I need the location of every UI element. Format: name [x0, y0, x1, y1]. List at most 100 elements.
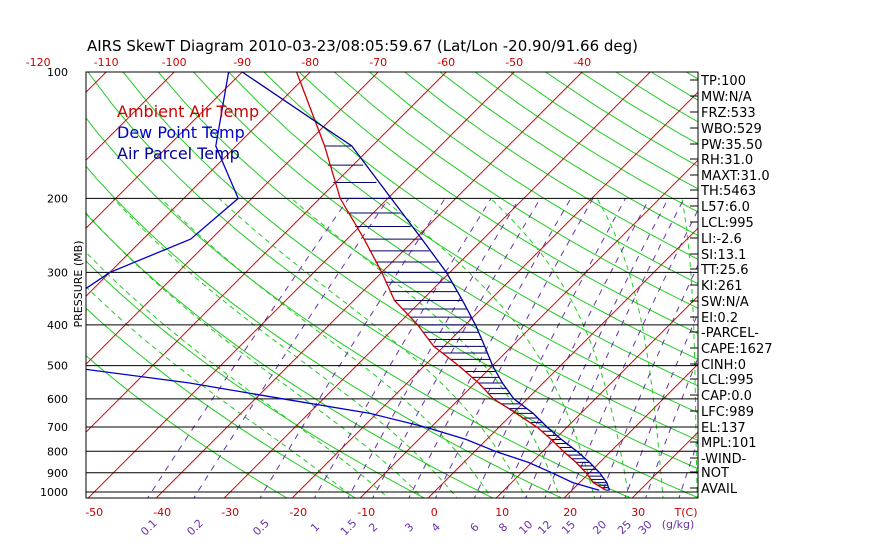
dry-adiabat-line — [369, 72, 698, 285]
mixing-ratio-line — [525, 198, 669, 498]
moist-adiabat-line — [160, 198, 493, 498]
chart-title: AIRS SkewT Diagram 2010-03-23/08:05:59.6… — [87, 37, 638, 55]
stat-label: LFC:989 — [701, 405, 754, 420]
isotherm-line — [359, 159, 698, 498]
dry-adiabat-line — [333, 72, 698, 309]
bottom-temp-tick-label: 20 — [563, 506, 577, 519]
bottom-temp-tick-label: 30 — [631, 506, 645, 519]
isotherm-line — [86, 72, 379, 365]
dry-adiabat-line — [228, 72, 698, 387]
pressure-tick-label: 500 — [47, 360, 68, 373]
mixing-ratio-line — [408, 198, 572, 498]
mixing-ratio-tick-label: 1.5 — [338, 517, 360, 539]
mixing-ratio-line — [473, 198, 626, 498]
stat-label: NOT — [701, 466, 729, 481]
plot-frame — [85, 71, 699, 499]
dry-adiabat-line — [474, 72, 698, 213]
mixing-ratio-line — [434, 198, 594, 498]
top-temp-tick-label: -90 — [233, 56, 251, 69]
isotherm-line — [86, 72, 175, 161]
isotherm-line — [563, 363, 698, 498]
stat-label: TH:5463 — [700, 184, 756, 199]
mixing-ratio-tick-label: 30 — [636, 518, 655, 537]
mixing-ratio-line — [624, 312, 698, 498]
legend-item: Ambient Air Temp — [117, 102, 259, 121]
moist-adiabat-line — [112, 198, 458, 498]
mixing-ratio-tick-label: 2 — [366, 520, 380, 534]
isotherm-line — [495, 295, 698, 498]
mixing-ratio-tick-label: 0.5 — [250, 517, 272, 539]
isotherm-line — [0, 53, 57, 510]
top-temp-tick-label: -50 — [505, 56, 523, 69]
stat-label: SW:N/A — [701, 295, 749, 310]
isotherms — [0, 53, 698, 510]
bottom-temp-tick-label: -10 — [357, 506, 375, 519]
mixing-ratio-line — [568, 208, 698, 498]
profiles — [86, 72, 611, 491]
dry-adiabat-line — [757, 72, 870, 509]
legend-item: Air Parcel Temp — [117, 144, 240, 163]
pressure-tick-label: 600 — [47, 393, 68, 406]
top-temp-tick-label: -40 — [573, 56, 591, 69]
stat-label: -WIND- — [701, 452, 747, 467]
dry-adiabat-line — [263, 72, 698, 361]
mixing-ratio-line — [193, 198, 389, 498]
stat-label: L57:6.0 — [701, 200, 750, 215]
bottom-temp-tick-label: -30 — [221, 506, 239, 519]
mixing-ratio-line — [599, 263, 698, 498]
mixing-ratio-tick-label: 10 — [516, 518, 535, 537]
top-temp-tick-label: -70 — [369, 56, 387, 69]
legend-item: Dew Point Temp — [117, 123, 245, 142]
mixing-ratio-line — [502, 198, 650, 498]
dry-adiabat-line — [86, 165, 563, 498]
mixing-ratio-line — [259, 198, 446, 498]
mixing-ratio-tick-label: 15 — [559, 518, 578, 537]
isotherm-line — [155, 72, 583, 498]
mixing-ratio-tick-label: 0.1 — [138, 517, 160, 539]
stat-label: LCL:995 — [701, 216, 754, 231]
mixing-ratio-tick-label: 25 — [615, 518, 634, 537]
mixing-ratio-tick-label: 20 — [590, 518, 609, 537]
stat-label: KI:261 — [701, 279, 743, 294]
moist-adiabat-line — [490, 198, 630, 498]
mixing-ratio-tick-label: 6 — [468, 520, 482, 534]
mixing-ratio-line — [645, 356, 698, 498]
isotherm-line — [86, 72, 311, 297]
moist-adiabat-line — [86, 212, 424, 498]
top-temp-tick-label: -60 — [437, 56, 455, 69]
stat-label: AVAIL — [701, 482, 738, 497]
pressure-tick-label: 100 — [47, 66, 68, 79]
top-temp-tick-label: -100 — [162, 56, 187, 69]
pressure-tick-label: 800 — [47, 445, 68, 458]
top-temp-tick-label: -110 — [94, 56, 119, 69]
isotherm-line — [86, 72, 243, 229]
moist-adiabat-line — [86, 251, 389, 498]
moist-adiabats — [86, 198, 698, 498]
mixing-ratio-line — [313, 198, 492, 498]
isotherm-line — [223, 72, 651, 498]
dry-adiabat-line — [298, 72, 698, 335]
mixing-ratio-unit-label: (g/kg) — [662, 518, 695, 531]
stat-label: EL:137 — [701, 421, 746, 436]
series-line — [241, 72, 611, 491]
legend: Ambient Air Temp Dew Point Temp Air Parcel… — [117, 102, 259, 163]
isotherm-line — [87, 72, 515, 498]
stat-label: MAXT:31.0 — [701, 169, 770, 184]
top-temp-tick-label: -80 — [301, 56, 319, 69]
bottom-temp-tick-label: -50 — [85, 506, 103, 519]
moist-adiabat-line — [381, 198, 596, 498]
stat-label: WBO:529 — [701, 122, 762, 137]
series-line — [86, 72, 600, 491]
mixing-ratio-lines — [147, 198, 698, 498]
stat-label: TP:100 — [700, 74, 746, 89]
y-axis-label: PRESSURE (MB) — [72, 241, 85, 328]
stat-label: -PARCEL- — [701, 326, 759, 341]
pressure-tick-label: 900 — [47, 467, 68, 480]
dry-adiabat-line — [404, 72, 698, 260]
cape-hatching — [324, 145, 610, 491]
pressure-tick-label: 1000 — [40, 486, 68, 499]
pressure-tick-label: 400 — [47, 319, 68, 332]
mixing-ratio-line — [147, 198, 350, 498]
mixing-ratio-tick-label: 4 — [429, 520, 443, 534]
